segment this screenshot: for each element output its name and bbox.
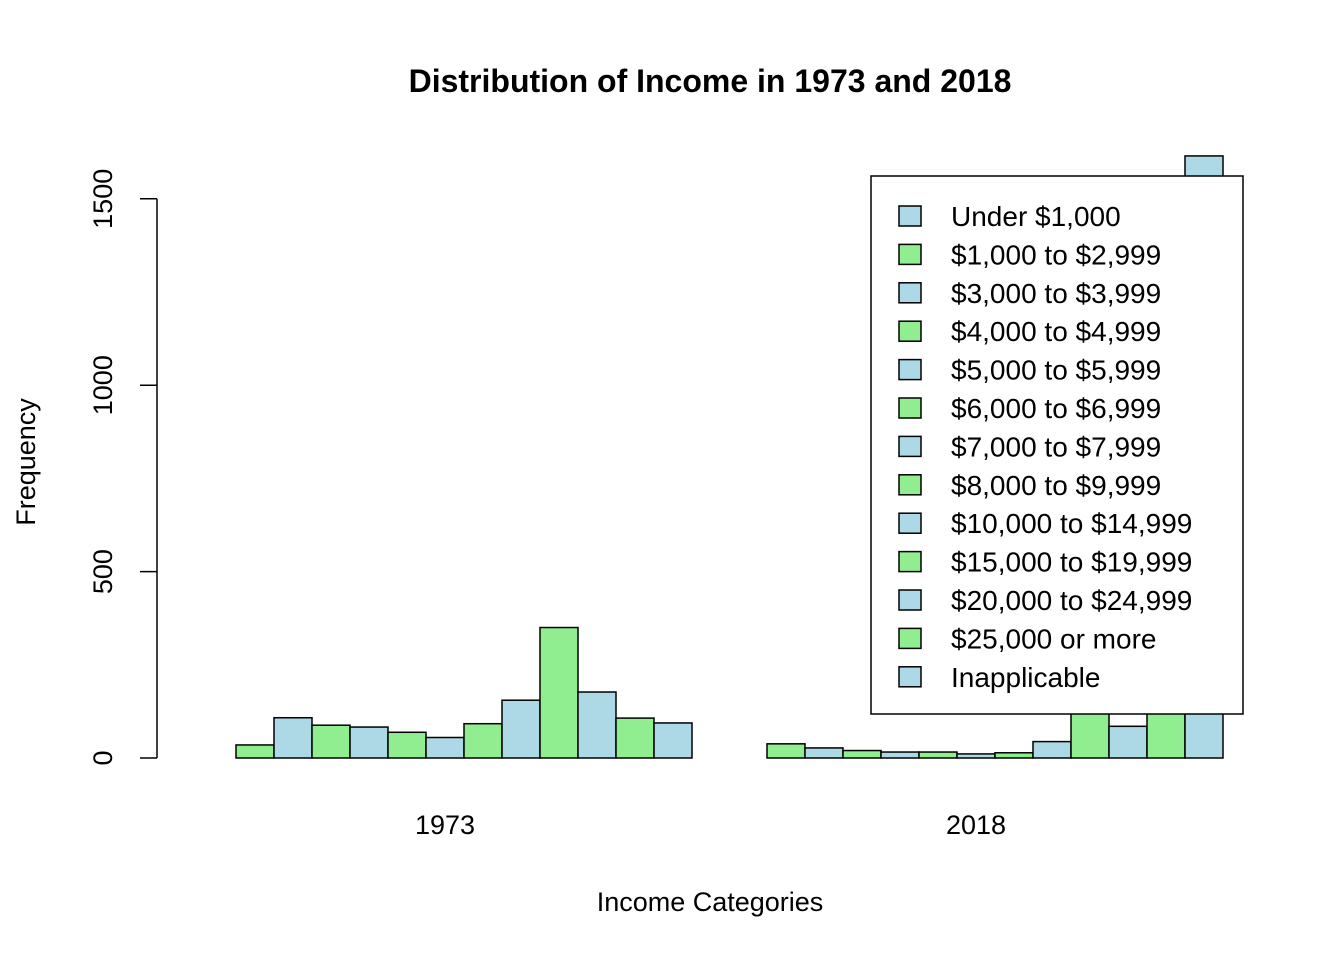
- legend-item: $6,000 to $6,999: [898, 393, 1161, 424]
- legend-item: $7,000 to $7,999: [898, 431, 1161, 462]
- bar-1973-5: [387, 731, 427, 759]
- legend-label: $15,000 to $19,999: [951, 547, 1192, 578]
- bar-2018-3: [842, 749, 882, 759]
- legend: Under $1,000 $1,000 to $2,999 $3,000 to $3…: [870, 175, 1244, 715]
- legend-label: Inapplicable: [951, 662, 1100, 693]
- legend-item: $10,000 to $14,999: [898, 508, 1192, 539]
- bar-1973-11: [615, 717, 655, 759]
- bar-2018-4: [880, 751, 920, 759]
- legend-item: $3,000 to $3,999: [898, 278, 1161, 309]
- bar-1973-9: [539, 626, 579, 759]
- legend-item: $5,000 to $5,999: [898, 355, 1161, 386]
- y-tick-label: 500: [88, 549, 118, 594]
- bar-2018-10: [1108, 725, 1148, 759]
- legend-item: $4,000 to $4,999: [898, 316, 1161, 347]
- legend-item: $8,000 to $9,999: [898, 470, 1161, 501]
- legend-swatch: [898, 550, 922, 573]
- y-axis: 0 500 1000 1500: [88, 169, 158, 766]
- bar-2018-8: [1032, 740, 1072, 759]
- bar-1973-10: [577, 691, 617, 759]
- legend-label: $3,000 to $3,999: [951, 278, 1161, 309]
- legend-label: $25,000 or more: [951, 623, 1156, 654]
- legend-swatch: [898, 589, 922, 611]
- legend-label: $20,000 to $24,999: [951, 585, 1192, 616]
- legend-item: Inapplicable: [898, 662, 1100, 693]
- legend-item: Under $1,000: [898, 201, 1121, 232]
- legend-swatch: [898, 282, 922, 304]
- bar-2018-7: [994, 752, 1034, 759]
- legend-swatch: [898, 205, 922, 227]
- legend-item: $20,000 to $24,999: [898, 585, 1192, 616]
- legend-label: $5,000 to $5,999: [951, 355, 1161, 386]
- legend-swatch: [898, 512, 922, 534]
- bar-1973-3: [311, 724, 351, 759]
- x-axis-label: Income Categories: [597, 887, 824, 917]
- legend-swatch: [898, 627, 922, 650]
- x-tick-label-2018: 2018: [946, 810, 1006, 840]
- chart-title: Distribution of Income in 1973 and 2018: [409, 63, 1012, 99]
- bar-1973-7: [463, 722, 503, 759]
- legend-label: $7,000 to $7,999: [951, 431, 1161, 462]
- legend-swatch: [898, 666, 922, 688]
- legend-label: $8,000 to $9,999: [951, 470, 1161, 501]
- bar-2018-5: [918, 751, 958, 759]
- y-tick-label: 1000: [88, 355, 118, 415]
- bar-1973-2: [273, 716, 313, 759]
- bar-2018-1: [766, 743, 806, 759]
- legend-item: $15,000 to $19,999: [898, 547, 1192, 578]
- bar-1973-8: [501, 699, 541, 759]
- legend-item: $1,000 to $2,999: [898, 239, 1161, 270]
- legend-swatch: [898, 435, 922, 458]
- y-axis-label: Frequency: [11, 398, 41, 526]
- legend-swatch: [898, 358, 922, 381]
- legend-label: $4,000 to $4,999: [951, 316, 1161, 347]
- legend-swatch: [898, 474, 922, 496]
- legend-swatch: [898, 243, 922, 266]
- legend-label: Under $1,000: [951, 201, 1121, 232]
- bar-1973-6: [425, 736, 465, 759]
- x-tick-labels: 1973 2018: [415, 810, 1006, 840]
- legend-swatch: [898, 320, 922, 342]
- bar-2018-6: [956, 753, 996, 759]
- x-tick-label-1973: 1973: [415, 810, 475, 840]
- legend-label: $1,000 to $2,999: [951, 239, 1161, 270]
- bar-2018-2: [804, 747, 844, 759]
- legend-item: $25,000 or more: [898, 623, 1156, 654]
- bar-2018-9: [1070, 708, 1110, 759]
- bar-1973-4: [349, 726, 389, 759]
- y-tick-label: 1500: [88, 169, 118, 229]
- legend-swatch: [898, 397, 922, 419]
- legend-box: [870, 175, 1244, 715]
- legend-label: $6,000 to $6,999: [951, 393, 1161, 424]
- y-tick-label: 0: [88, 750, 118, 765]
- bar-1973-1: [235, 744, 275, 759]
- legend-label: $10,000 to $14,999: [951, 508, 1192, 539]
- bar-1973-12: [653, 722, 693, 759]
